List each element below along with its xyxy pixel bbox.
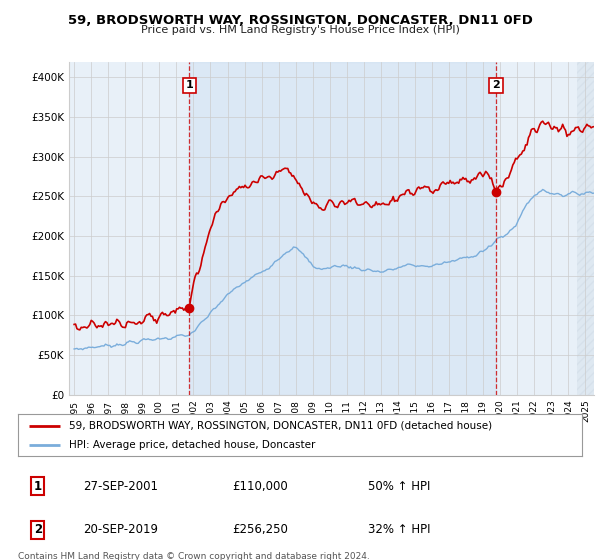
Text: £256,250: £256,250 <box>232 523 288 536</box>
Bar <box>189 62 496 395</box>
Text: 50% ↑ HPI: 50% ↑ HPI <box>368 480 430 493</box>
Text: 2: 2 <box>492 81 500 90</box>
Text: 20-SEP-2019: 20-SEP-2019 <box>83 523 158 536</box>
Text: 59, BRODSWORTH WAY, ROSSINGTON, DONCASTER, DN11 0FD: 59, BRODSWORTH WAY, ROSSINGTON, DONCASTE… <box>68 14 532 27</box>
Text: 1: 1 <box>185 81 193 90</box>
Text: Contains HM Land Registry data © Crown copyright and database right 2024.
This d: Contains HM Land Registry data © Crown c… <box>18 552 370 560</box>
Text: 32% ↑ HPI: 32% ↑ HPI <box>368 523 430 536</box>
Text: HPI: Average price, detached house, Doncaster: HPI: Average price, detached house, Donc… <box>69 440 315 450</box>
Bar <box>577 62 594 395</box>
Text: 1: 1 <box>34 480 42 493</box>
Text: 2: 2 <box>34 523 42 536</box>
Text: Price paid vs. HM Land Registry's House Price Index (HPI): Price paid vs. HM Land Registry's House … <box>140 25 460 35</box>
Text: £110,000: £110,000 <box>232 480 288 493</box>
Text: 59, BRODSWORTH WAY, ROSSINGTON, DONCASTER, DN11 0FD (detached house): 59, BRODSWORTH WAY, ROSSINGTON, DONCASTE… <box>69 421 492 431</box>
Text: 27-SEP-2001: 27-SEP-2001 <box>83 480 158 493</box>
